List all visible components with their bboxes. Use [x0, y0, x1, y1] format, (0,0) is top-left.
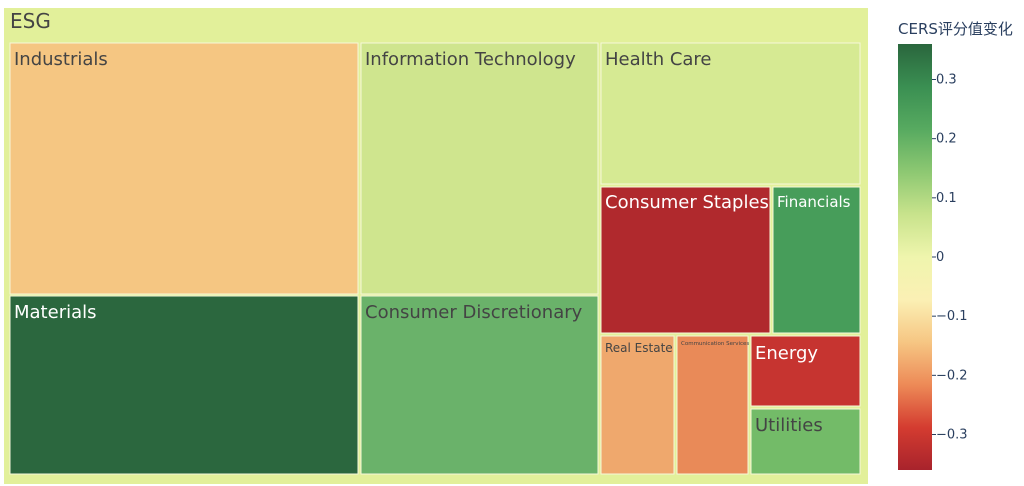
tile-health-care[interactable] [600, 42, 861, 185]
tile-materials[interactable] [9, 295, 359, 475]
colorbar-tick-label: 0.2 [936, 132, 957, 147]
tile-consumer-discretionary[interactable] [360, 295, 599, 475]
tile-communication-services[interactable] [676, 335, 749, 475]
colorbar-tick-label: 0.1 [936, 191, 957, 206]
tile-label-health-care: Health Care [605, 49, 712, 70]
tile-label-consumer-staples: Consumer Staples [605, 192, 769, 213]
tile-label-consumer-discretionary: Consumer Discretionary [365, 302, 583, 323]
tile-real-estate[interactable] [600, 335, 675, 475]
tile-label-energy: Energy [755, 343, 818, 364]
tile-utilities[interactable] [750, 408, 861, 475]
tile-consumer-staples[interactable] [600, 186, 771, 334]
colorbar-tick-label: −0.1 [936, 309, 968, 324]
tile-information-technology[interactable] [360, 42, 599, 295]
tile-label-financials: Financials [777, 193, 851, 211]
colorbar-tick-label: 0.3 [936, 73, 957, 88]
tile-label-utilities: Utilities [755, 415, 823, 436]
tile-label-real-estate: Real Estate [605, 341, 673, 355]
tile-label-materials: Materials [14, 302, 97, 323]
colorbar-title: CERS评分值变化 [898, 20, 1013, 38]
colorbar-tick-label: 0 [936, 250, 944, 265]
tile-label-communication-services: Communication Services [681, 341, 749, 347]
tile-financials[interactable] [772, 186, 861, 334]
tile-industrials[interactable] [9, 42, 359, 295]
colorbar: CERS评分值变化 0.3 0.2 0.1 0 −0.1 −0.2 −0.3 [898, 20, 1013, 470]
colorbar-tick-label: −0.3 [936, 428, 968, 443]
tile-label-information-technology: Information Technology [365, 49, 576, 70]
colorbar-gradient [898, 44, 932, 470]
tile-label-root: ESG [10, 9, 51, 33]
tile-label-industrials: Industrials [14, 49, 108, 70]
colorbar-tick-label: −0.2 [936, 368, 968, 383]
tile-energy[interactable] [750, 335, 861, 407]
